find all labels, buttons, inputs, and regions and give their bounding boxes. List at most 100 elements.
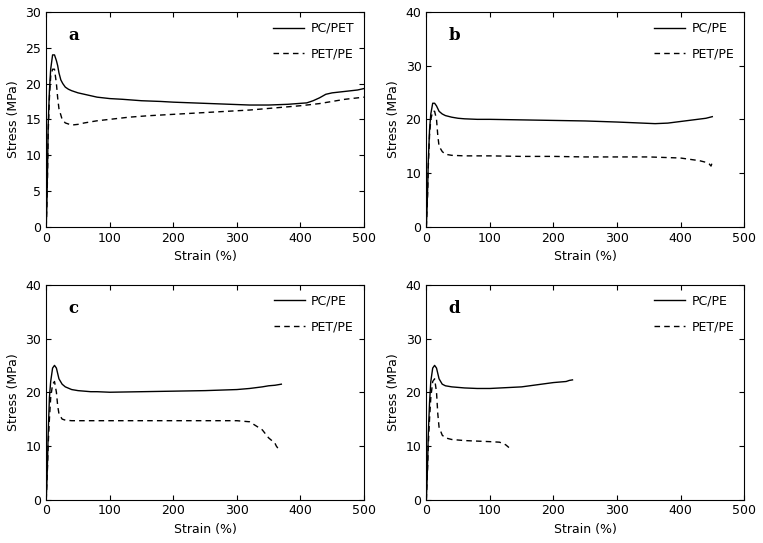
PET/PE — [48, 381, 57, 388]
PC/PE — [517, 117, 526, 123]
PET/PE — [54, 411, 63, 417]
PET/PE — [485, 153, 494, 159]
PET/PE — [460, 437, 469, 444]
PET/PE — [423, 165, 433, 171]
PET/PE — [46, 394, 55, 401]
PC/PE — [169, 388, 178, 394]
PET/PE — [423, 207, 432, 214]
PET/PE — [695, 157, 704, 164]
PET/PE — [80, 119, 89, 126]
Text: b: b — [449, 27, 460, 44]
Line: PET/PE: PET/PE — [427, 111, 713, 227]
PC/PET — [118, 96, 127, 103]
PET/PE — [61, 119, 70, 126]
PET/PE — [92, 117, 101, 124]
PC/PE — [46, 378, 55, 385]
PET/PE — [258, 427, 267, 433]
PET/PE — [447, 152, 456, 159]
PET/PE — [245, 107, 254, 113]
PC/PE — [472, 116, 481, 123]
PC/PET — [226, 101, 235, 108]
PC/PE — [613, 119, 622, 125]
PC/PE — [73, 387, 82, 394]
PC/PET — [353, 87, 362, 93]
PET/PE — [42, 202, 51, 209]
PET/PE — [613, 154, 622, 160]
PET/PE — [701, 159, 710, 166]
PET/PE — [274, 445, 283, 452]
PET/PE — [42, 496, 51, 503]
PC/PE — [423, 159, 433, 166]
PC/PE — [434, 108, 443, 115]
PC/PE — [52, 365, 61, 371]
PET/PE — [53, 94, 63, 101]
PET/PE — [433, 411, 443, 417]
PC/PET — [207, 100, 216, 107]
PET/PE — [61, 417, 70, 424]
PET/PE — [427, 116, 436, 123]
X-axis label: Strain (%): Strain (%) — [554, 250, 617, 263]
PC/PE — [565, 377, 574, 384]
PC/PE — [689, 117, 698, 123]
Line: PET/PE: PET/PE — [47, 69, 364, 227]
PC/PE — [48, 365, 57, 371]
PET/PE — [73, 121, 82, 128]
PET/PE — [707, 163, 716, 169]
PC/PET — [48, 52, 57, 58]
PC/PE — [549, 380, 558, 386]
PET/PE — [498, 440, 507, 446]
PC/PE — [61, 383, 70, 390]
PC/PET — [188, 99, 197, 106]
PC/PE — [676, 118, 685, 125]
PET/PE — [501, 441, 510, 448]
PET/PE — [517, 153, 526, 160]
PC/PE — [80, 388, 89, 394]
PET/PE — [428, 378, 437, 385]
PC/PE — [427, 378, 436, 385]
PC/PE — [472, 385, 481, 392]
PC/PE — [485, 116, 494, 123]
PET/PE — [169, 111, 178, 118]
PC/PE — [441, 382, 450, 389]
PET/PE — [92, 418, 101, 424]
Line: PET/PE: PET/PE — [47, 382, 278, 500]
Line: PC/PET: PC/PET — [47, 55, 364, 227]
PET/PE — [105, 418, 114, 424]
PET/PE — [441, 151, 450, 157]
PC/PET — [334, 89, 343, 96]
PET/PE — [495, 439, 504, 445]
PC/PE — [638, 120, 647, 127]
PC/PE — [453, 115, 462, 122]
PC/PET — [80, 91, 89, 98]
Text: c: c — [69, 300, 79, 317]
PET/PE — [43, 443, 53, 449]
Legend: PC/PE, PET/PE: PC/PE, PET/PE — [270, 291, 358, 337]
PET/PE — [169, 418, 178, 424]
PET/PE — [296, 103, 305, 109]
PC/PET — [56, 77, 66, 83]
PC/PET — [43, 123, 53, 130]
PET/PE — [422, 496, 431, 503]
PC/PE — [430, 362, 439, 369]
PC/PE — [201, 387, 210, 394]
Legend: PC/PE, PET/PE: PC/PE, PET/PE — [650, 291, 738, 337]
PET/PE — [504, 444, 513, 451]
PET/PE — [137, 418, 146, 424]
X-axis label: Strain (%): Strain (%) — [174, 250, 237, 263]
PET/PE — [427, 394, 436, 401]
PET/PE — [57, 116, 66, 123]
PET/PE — [460, 153, 469, 159]
PET/PE — [67, 418, 76, 424]
PET/PE — [441, 434, 450, 441]
PET/PE — [704, 161, 713, 167]
PC/PE — [651, 121, 660, 127]
PC/PE — [57, 381, 66, 388]
PC/PET — [54, 70, 63, 76]
Y-axis label: Stress (MPa): Stress (MPa) — [387, 80, 400, 158]
PET/PE — [644, 154, 653, 160]
PET/PE — [425, 416, 434, 422]
PC/PE — [581, 118, 590, 124]
PET/PE — [53, 402, 63, 409]
PET/PE — [434, 424, 443, 431]
PC/PE — [423, 432, 433, 438]
